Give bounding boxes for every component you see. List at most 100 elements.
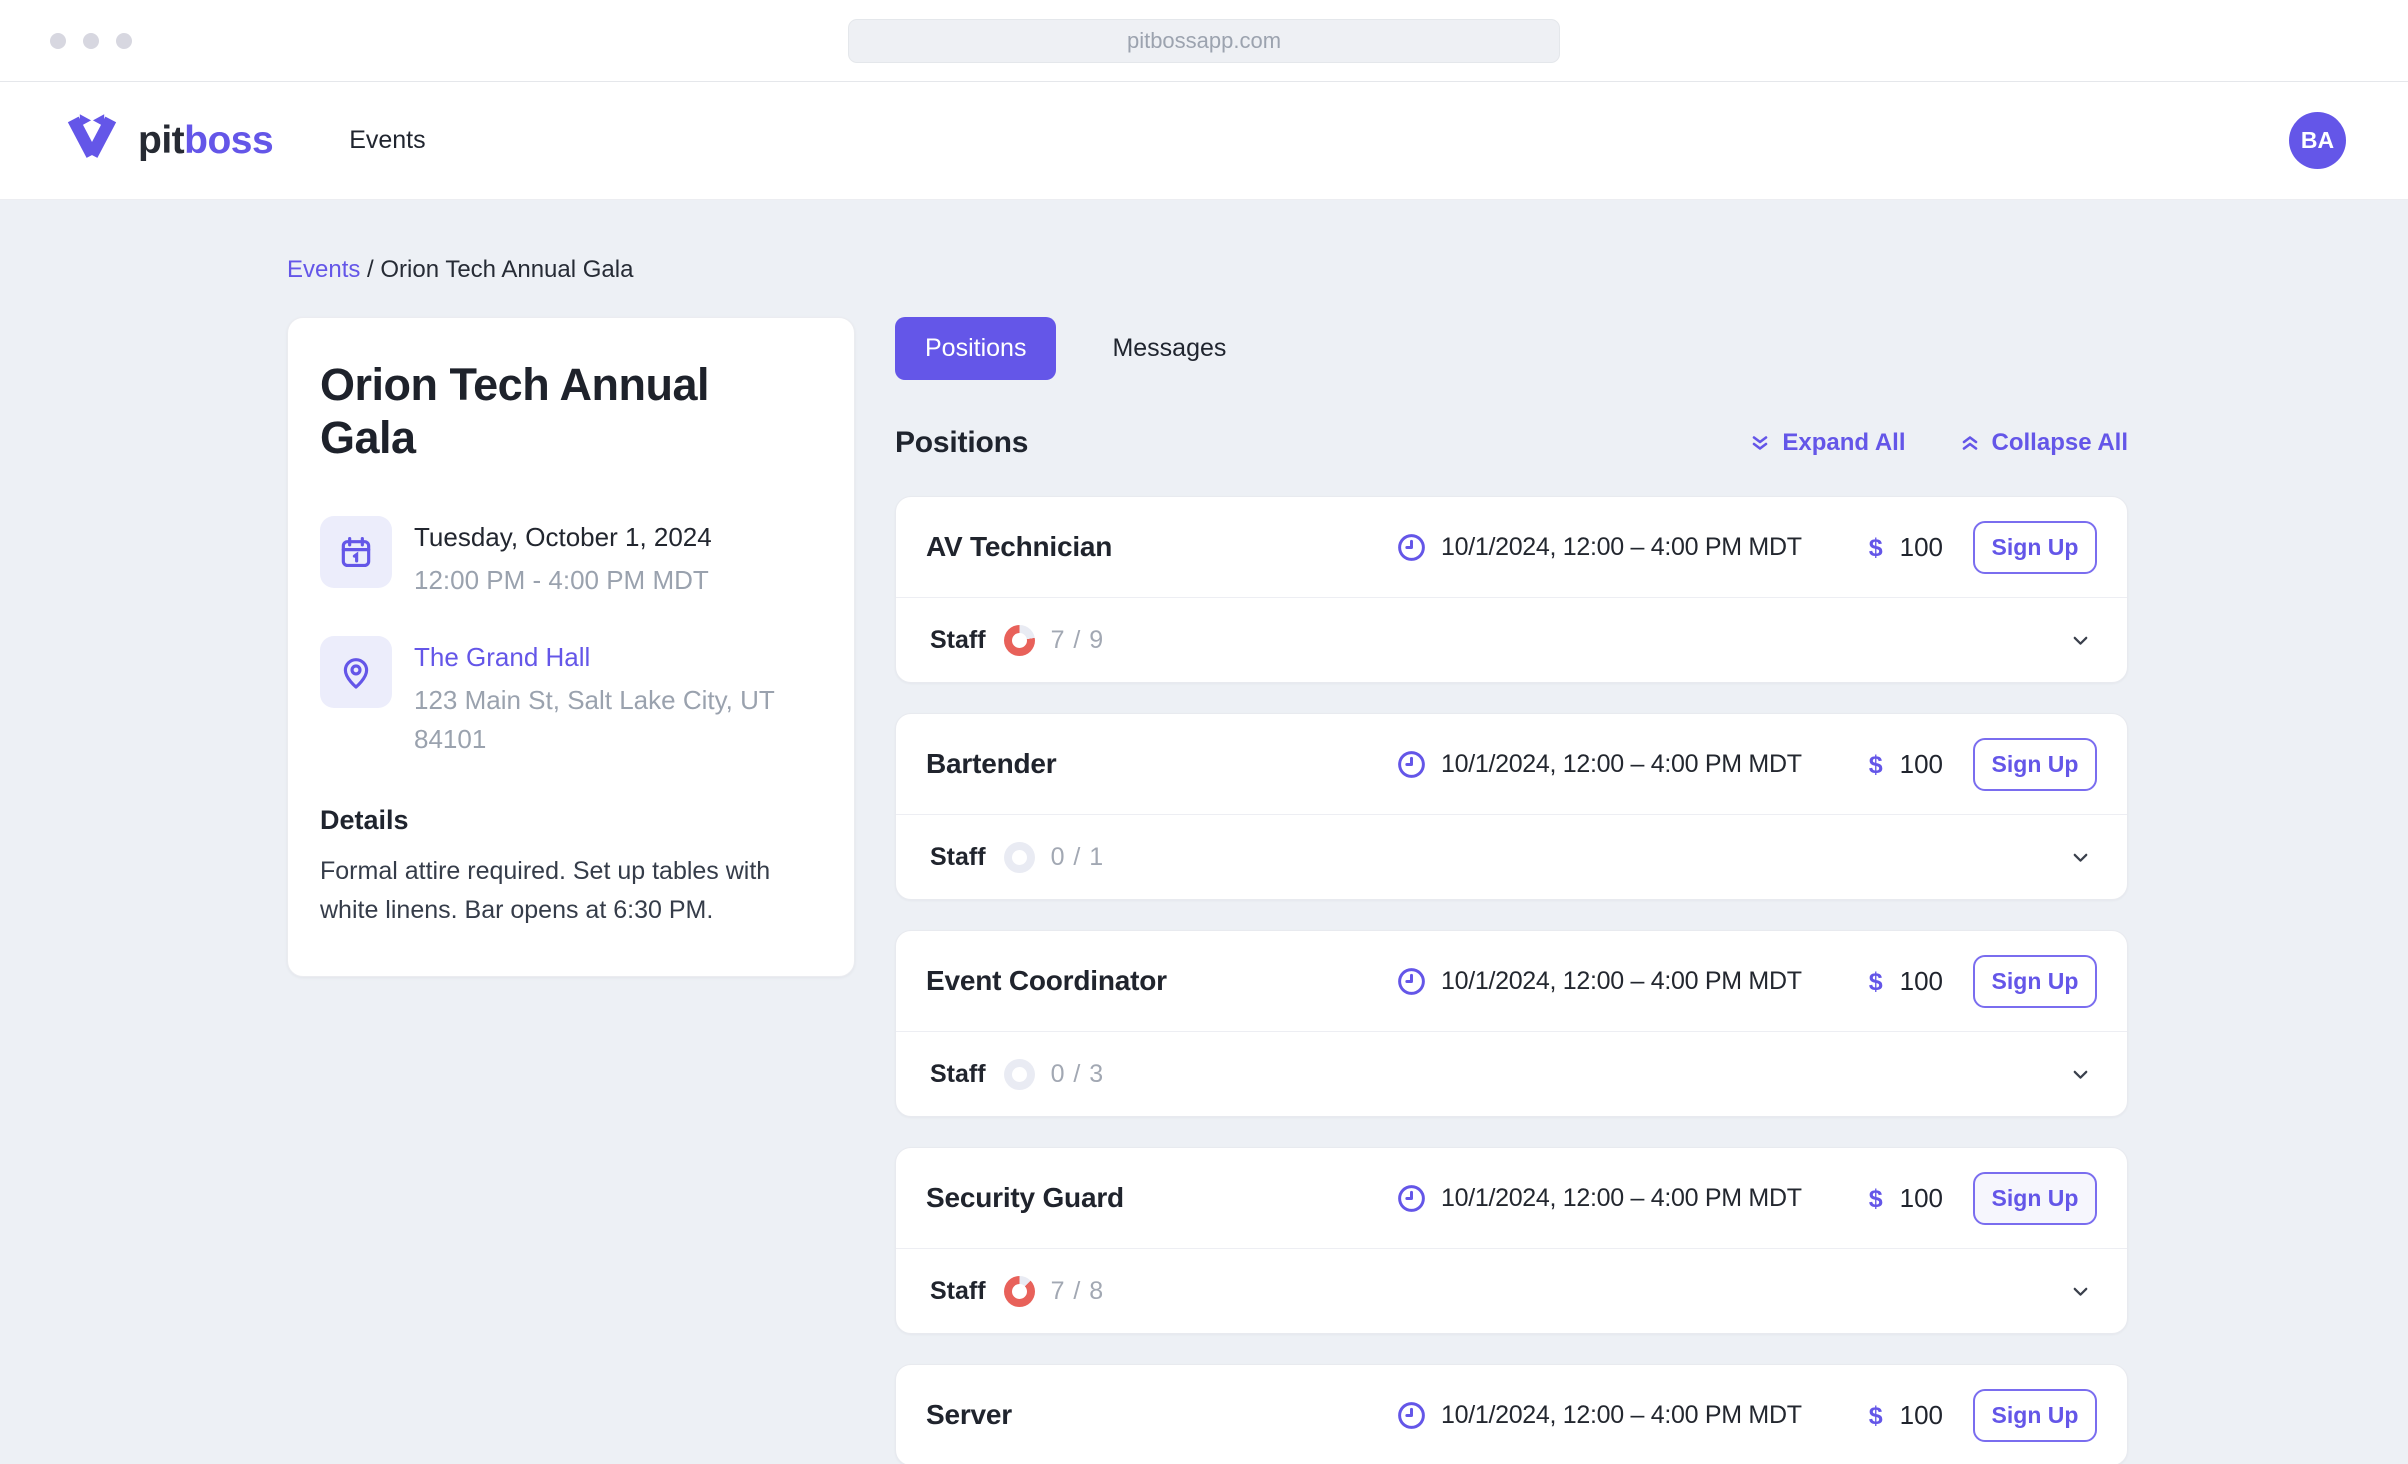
staff-count: 7 / 9 xyxy=(1050,625,1105,654)
position-card-security-guard: Security Guard 10/1/2024, 12:00 – 4:00 P… xyxy=(895,1147,2128,1334)
event-date-row: Tuesday, October 1, 2024 12:00 PM - 4:00… xyxy=(320,516,822,600)
tuxedo-bowtie-icon xyxy=(67,113,117,158)
position-datetime: 10/1/2024, 12:00 – 4:00 PM MDT xyxy=(1441,532,1802,561)
position-pay: $ 100 xyxy=(1869,1400,1943,1431)
pay-amount: 100 xyxy=(1899,531,1943,562)
nav-item-events[interactable]: Events xyxy=(349,126,426,154)
map-pin-icon xyxy=(343,658,369,689)
positions-panel: Positions Messages Positions Expand All xyxy=(895,317,2128,1464)
position-card-bartender: Bartender 10/1/2024, 12:00 – 4:00 PM MDT… xyxy=(895,713,2128,900)
window-control-dot[interactable] xyxy=(50,32,66,49)
brand-logo[interactable]: pitboss xyxy=(62,111,274,171)
chevrons-down-icon xyxy=(1753,436,1768,450)
position-datetime: 10/1/2024, 12:00 – 4:00 PM MDT xyxy=(1441,1400,1802,1429)
window-controls[interactable] xyxy=(50,32,132,49)
position-card-event-coordinator: Event Coordinator 10/1/2024, 12:00 – 4:0… xyxy=(895,930,2128,1117)
clock-icon xyxy=(1398,1184,1425,1212)
app-header: pitboss Events BA xyxy=(0,82,2408,200)
position-name: Bartender xyxy=(926,748,1057,779)
staff-progress-ring xyxy=(1003,624,1035,656)
chevron-down-icon[interactable] xyxy=(2068,628,2093,653)
brand-wordmark: pitboss xyxy=(138,118,274,162)
sign-up-button[interactable]: Sign Up xyxy=(1973,954,2097,1008)
position-pay: $ 100 xyxy=(1869,966,1943,997)
address-bar[interactable]: pitbossapp.com xyxy=(848,18,1560,63)
window-control-dot[interactable] xyxy=(83,32,99,49)
breadcrumb: Events / Orion Tech Annual Gala xyxy=(287,256,2128,284)
event-title: Orion Tech Annual Gala xyxy=(320,359,710,464)
staff-toggle-row[interactable]: Staff 0 / 1 xyxy=(896,814,2127,899)
staff-label: Staff xyxy=(930,1059,986,1088)
dollar-icon: $ xyxy=(1868,1184,1883,1213)
tab-bar: Positions Messages xyxy=(895,317,2128,380)
clock-icon xyxy=(1398,750,1425,778)
staff-progress-ring xyxy=(1003,1275,1035,1307)
positions-section-header: Positions Expand All Collapse All xyxy=(895,426,2128,460)
chevron-down-icon[interactable] xyxy=(2068,1062,2093,1087)
staff-label: Staff xyxy=(930,625,986,654)
clock-icon xyxy=(1398,967,1425,995)
position-name: Security Guard xyxy=(926,1182,1124,1213)
position-datetime: 10/1/2024, 12:00 – 4:00 PM MDT xyxy=(1441,1183,1802,1212)
tab-messages[interactable]: Messages xyxy=(1082,317,1256,380)
clock-icon xyxy=(1398,1401,1425,1429)
venue-address: 123 Main St, Salt Lake City, UT 84101 xyxy=(414,685,775,755)
position-pay: $ 100 xyxy=(1869,749,1943,780)
position-name: AV Technician xyxy=(926,531,1113,562)
sign-up-button[interactable]: Sign Up xyxy=(1973,737,2097,791)
positions-list: AV Technician 10/1/2024, 12:00 – 4:00 PM… xyxy=(895,496,2128,1464)
browser-chrome: pitbossapp.com xyxy=(0,0,2408,82)
position-schedule: 10/1/2024, 12:00 – 4:00 PM MDT xyxy=(1396,749,1802,780)
dollar-icon: $ xyxy=(1868,1401,1883,1430)
staff-progress-ring xyxy=(1003,1058,1035,1090)
sign-up-button[interactable]: Sign Up xyxy=(1973,520,2097,574)
position-name: Event Coordinator xyxy=(926,965,1167,996)
main-content: Events / Orion Tech Annual Gala Orion Te… xyxy=(287,256,2128,1464)
position-pay: $ 100 xyxy=(1869,1183,1943,1214)
details-heading: Details xyxy=(320,805,409,836)
position-name: Server xyxy=(926,1399,1012,1430)
event-location-row: The Grand Hall 123 Main St, Salt Lake Ci… xyxy=(320,636,822,759)
event-summary-card: Orion Tech Annual Gala Tuesday, October … xyxy=(287,317,855,977)
pay-amount: 100 xyxy=(1899,748,1943,779)
tab-positions[interactable]: Positions xyxy=(895,317,1057,380)
staff-progress-ring xyxy=(1003,841,1035,873)
dollar-icon: $ xyxy=(1868,533,1883,562)
position-schedule: 10/1/2024, 12:00 – 4:00 PM MDT xyxy=(1396,1183,1802,1214)
dollar-icon: $ xyxy=(1868,750,1883,779)
dollar-icon: $ xyxy=(1868,967,1883,996)
position-schedule: 10/1/2024, 12:00 – 4:00 PM MDT xyxy=(1396,966,1802,997)
breadcrumb-events-link[interactable]: Events xyxy=(287,256,361,283)
position-datetime: 10/1/2024, 12:00 – 4:00 PM MDT xyxy=(1441,966,1802,995)
event-date: Tuesday, October 1, 2024 xyxy=(414,522,712,553)
staff-toggle-row[interactable]: Staff 7 / 9 xyxy=(896,597,2127,682)
staff-count: 0 / 1 xyxy=(1050,842,1105,871)
chevron-down-icon[interactable] xyxy=(2068,845,2093,870)
calendar-icon-box xyxy=(320,516,392,589)
calendar-icon xyxy=(341,537,371,568)
pay-amount: 100 xyxy=(1899,1399,1943,1430)
avatar[interactable]: BA xyxy=(2289,112,2346,169)
address-bar-url: pitbossapp.com xyxy=(1126,27,1282,53)
window-control-dot[interactable] xyxy=(116,32,132,49)
chevron-down-icon[interactable] xyxy=(2068,1279,2093,1304)
venue-link[interactable]: The Grand Hall xyxy=(414,642,591,673)
position-card-av-technician: AV Technician 10/1/2024, 12:00 – 4:00 PM… xyxy=(895,496,2128,683)
position-pay: $ 100 xyxy=(1869,532,1943,563)
details-text: Formal attire required. Set up tables wi… xyxy=(320,857,771,925)
expand-all-button[interactable]: Expand All xyxy=(1748,429,1906,457)
position-schedule: 10/1/2024, 12:00 – 4:00 PM MDT xyxy=(1396,532,1802,563)
clock-icon xyxy=(1398,533,1425,561)
pay-amount: 100 xyxy=(1899,1182,1943,1213)
staff-label: Staff xyxy=(930,1276,986,1305)
staff-toggle-row[interactable]: Staff 7 / 8 xyxy=(896,1248,2127,1333)
staff-count: 7 / 8 xyxy=(1050,1276,1105,1305)
collapse-all-button[interactable]: Collapse All xyxy=(1958,429,2128,457)
staff-toggle-row[interactable]: Staff 0 / 3 xyxy=(896,1031,2127,1116)
position-schedule: 10/1/2024, 12:00 – 4:00 PM MDT xyxy=(1396,1400,1802,1431)
sign-up-button[interactable]: Sign Up xyxy=(1973,1388,2097,1442)
sign-up-button[interactable]: Sign Up xyxy=(1973,1171,2097,1225)
breadcrumb-current: Orion Tech Annual Gala xyxy=(380,256,634,283)
position-card-server: Server 10/1/2024, 12:00 – 4:00 PM MDT $ … xyxy=(895,1364,2128,1464)
staff-count: 0 / 3 xyxy=(1050,1059,1105,1088)
